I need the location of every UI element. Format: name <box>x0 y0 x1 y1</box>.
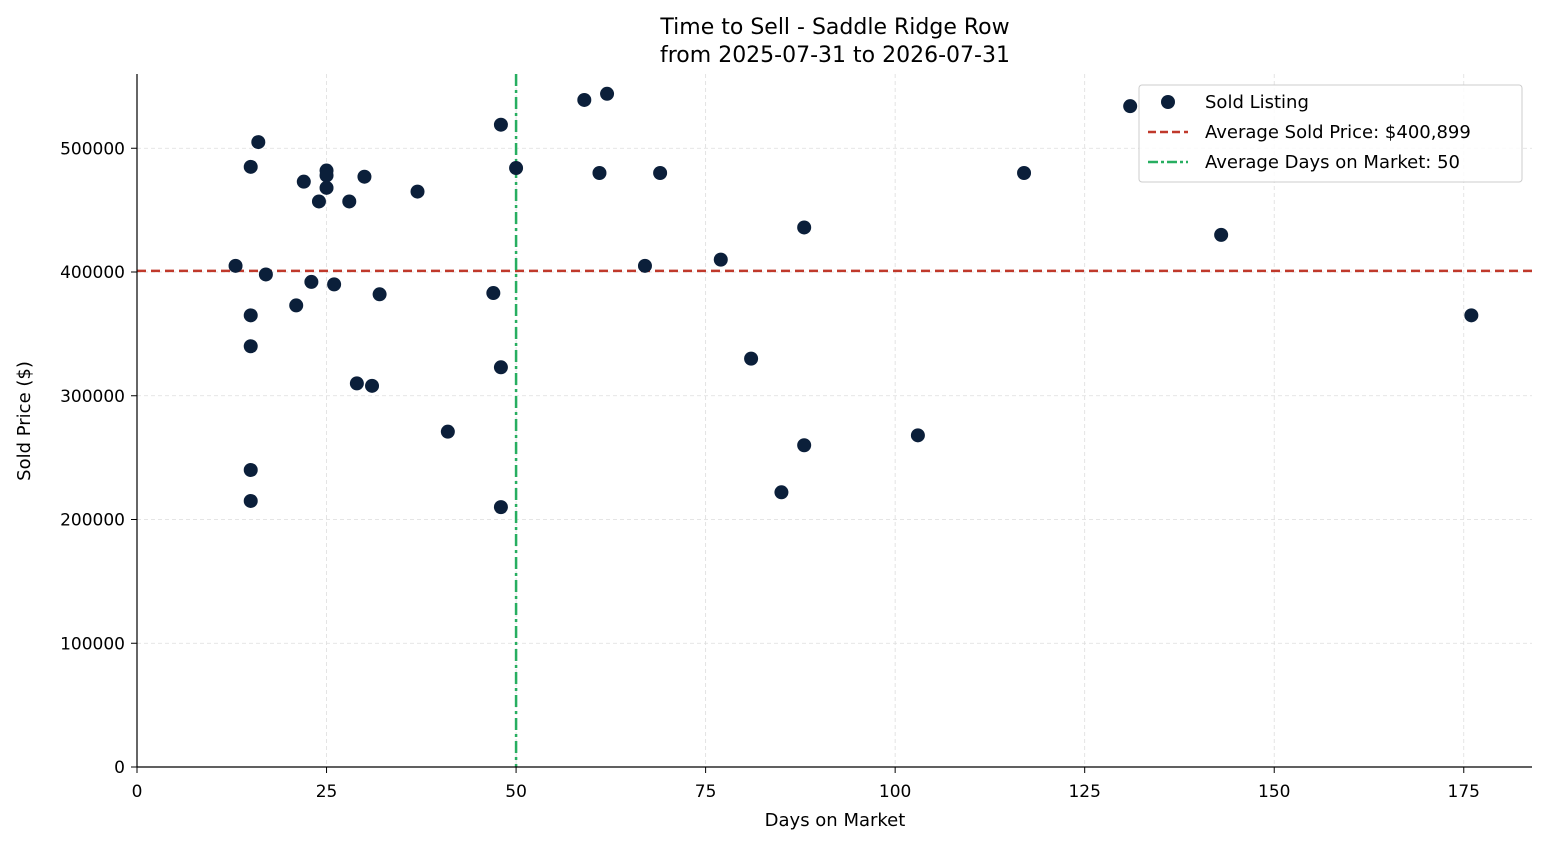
data-point <box>243 493 258 508</box>
y-tick-label: 300000 <box>60 387 125 407</box>
x-axis-label: Days on Market <box>765 810 906 831</box>
data-point <box>1464 308 1479 323</box>
data-point <box>228 258 243 273</box>
x-ticks: 0 25 50 75 100 125 150 175 <box>132 767 1480 802</box>
data-point <box>1214 227 1229 242</box>
x-tick-label: 150 <box>1258 782 1290 802</box>
data-point <box>243 308 258 323</box>
chart-title: Time to Sell - Saddle Ridge Row <box>659 15 1009 40</box>
data-point <box>296 174 311 189</box>
chart-subtitle: from 2025-07-31 to 2026-07-31 <box>660 43 1010 68</box>
data-point <box>774 485 789 500</box>
data-point <box>327 277 342 292</box>
data-point <box>577 92 592 107</box>
x-tick-label: 175 <box>1448 782 1480 802</box>
data-point <box>251 135 266 150</box>
data-point <box>243 463 258 477</box>
data-point <box>243 159 258 174</box>
y-tick-label: 200000 <box>60 511 125 531</box>
y-tick-label: 0 <box>114 758 125 778</box>
x-tick-label: 125 <box>1068 782 1100 802</box>
data-point <box>304 274 319 289</box>
data-point <box>592 166 607 180</box>
x-tick-label: 25 <box>316 782 338 802</box>
x-tick-label: 50 <box>505 782 527 802</box>
axes <box>136 74 1532 768</box>
data-point <box>349 376 364 391</box>
data-point <box>493 117 508 132</box>
x-tick-label: 100 <box>879 782 911 802</box>
data-point <box>1017 166 1032 180</box>
data-point <box>311 194 326 209</box>
y-tick-label: 100000 <box>60 634 125 654</box>
data-point <box>797 220 812 235</box>
data-point <box>637 258 652 273</box>
data-point <box>713 252 728 267</box>
data-point <box>910 428 925 443</box>
y-ticks: 0 100000 200000 300000 400000 500000 <box>60 139 137 778</box>
data-point <box>342 194 357 209</box>
data-point <box>319 180 334 195</box>
data-point <box>319 168 334 183</box>
legend-marker-sold-listing <box>1161 95 1175 109</box>
legend-label-avg-price: Average Sold Price: $400,899 <box>1205 122 1471 143</box>
data-points <box>228 86 1479 515</box>
data-point <box>744 351 759 366</box>
legend-label-avg-days: Average Days on Market: 50 <box>1205 152 1460 173</box>
data-point <box>372 287 387 302</box>
x-tick-label: 75 <box>695 782 717 802</box>
data-point <box>509 161 524 176</box>
data-point <box>357 169 372 184</box>
data-point <box>440 424 455 439</box>
data-point <box>600 86 615 101</box>
x-tick-label: 0 <box>132 782 143 802</box>
data-point <box>797 438 812 453</box>
data-point <box>258 267 273 282</box>
data-point <box>1123 99 1138 114</box>
legend-label-sold-listing: Sold Listing <box>1205 92 1309 113</box>
data-point <box>243 339 258 354</box>
data-point <box>493 360 508 375</box>
reference-lines <box>137 74 1532 767</box>
y-tick-label: 400000 <box>60 263 125 283</box>
data-point <box>410 184 425 199</box>
legend: Sold Listing Average Sold Price: $400,89… <box>1138 84 1523 183</box>
data-point <box>653 166 668 180</box>
data-point <box>486 286 501 301</box>
data-point <box>365 378 380 393</box>
legend-box <box>1138 84 1523 183</box>
data-point <box>493 500 508 515</box>
data-point <box>289 298 304 313</box>
y-tick-label: 500000 <box>60 139 125 159</box>
y-axis-label: Sold Price ($) <box>14 361 35 481</box>
